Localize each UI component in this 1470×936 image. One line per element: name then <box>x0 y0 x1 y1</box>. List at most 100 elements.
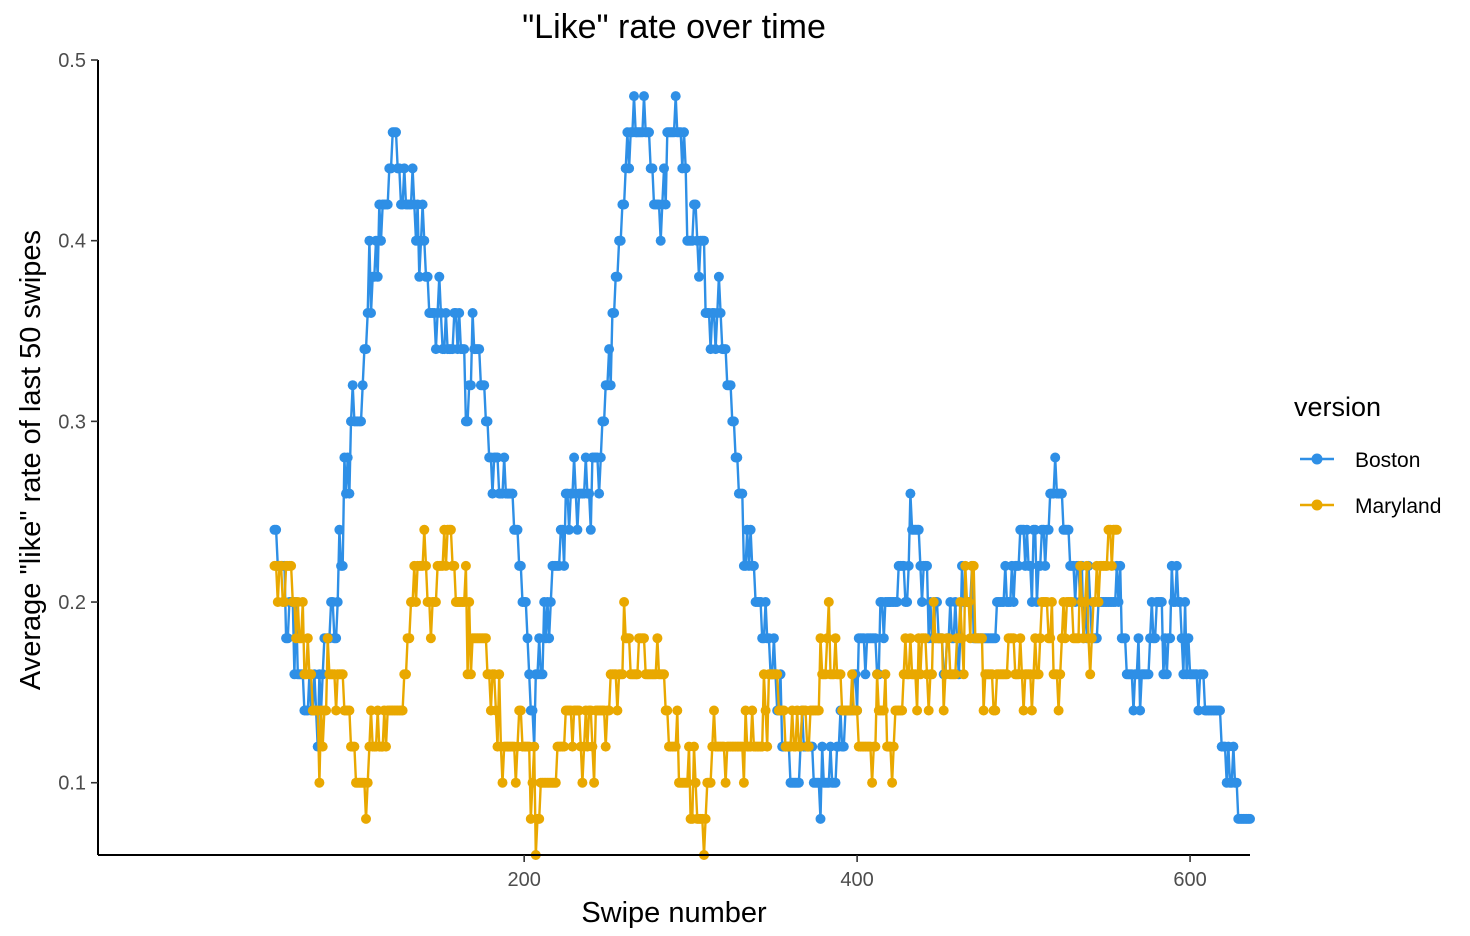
data-point <box>738 777 749 788</box>
data-point <box>332 597 343 607</box>
data-point <box>419 235 430 246</box>
data-point <box>927 669 937 680</box>
data-point <box>331 633 342 644</box>
data-point <box>559 741 570 752</box>
data-point <box>835 669 846 680</box>
data-point <box>1135 705 1146 716</box>
data-point <box>632 669 643 680</box>
data-point <box>878 633 889 644</box>
legend-key-point <box>1311 453 1323 465</box>
data-point <box>347 380 358 391</box>
data-point <box>599 416 610 427</box>
data-point <box>1015 633 1026 644</box>
data-point <box>361 344 371 355</box>
data-point <box>732 452 743 463</box>
data-point <box>479 380 490 391</box>
data-point <box>1081 560 1092 571</box>
data-point <box>903 560 914 571</box>
data-point <box>376 235 386 246</box>
data-point <box>737 488 748 499</box>
data-point <box>887 777 898 788</box>
data-point <box>745 524 756 535</box>
data-point <box>838 741 849 752</box>
data-point <box>680 163 691 174</box>
data-point <box>1063 524 1074 535</box>
data-point <box>490 705 501 716</box>
data-point <box>357 380 368 391</box>
data-point <box>892 597 903 607</box>
data-point <box>1043 524 1054 535</box>
data-point <box>279 597 290 607</box>
data-point <box>624 633 635 644</box>
data-point <box>440 308 451 318</box>
x-tick-label: 400 <box>840 869 873 891</box>
data-point <box>823 597 834 607</box>
data-point <box>813 705 824 716</box>
data-point <box>659 669 669 680</box>
data-point <box>1001 669 1012 680</box>
data-point <box>938 705 949 716</box>
data-point <box>870 741 881 752</box>
data-point <box>595 452 606 463</box>
data-point <box>647 163 658 174</box>
data-point <box>725 380 736 391</box>
data-point <box>852 705 863 716</box>
data-point <box>958 669 969 680</box>
data-point <box>1046 597 1057 607</box>
data-point <box>609 308 620 318</box>
data-point <box>527 705 538 716</box>
data-point <box>1056 488 1067 499</box>
data-point <box>1008 597 1019 607</box>
data-point <box>604 344 615 355</box>
data-point <box>564 524 575 535</box>
data-point <box>372 271 383 282</box>
legend: version Boston Maryland <box>1294 392 1441 518</box>
data-point <box>411 597 421 607</box>
data-point <box>822 633 833 644</box>
data-point <box>694 271 704 282</box>
data-point <box>682 777 693 788</box>
data-point <box>639 633 649 644</box>
data-point <box>905 633 916 644</box>
data-point <box>545 597 556 607</box>
data-point <box>872 669 883 680</box>
data-point <box>537 669 548 680</box>
data-point <box>615 235 626 246</box>
data-point <box>322 633 333 644</box>
data-point <box>430 597 441 607</box>
data-point <box>659 163 669 174</box>
data-point <box>349 741 360 752</box>
data-point <box>624 163 635 174</box>
data-point <box>977 633 987 644</box>
data-point <box>497 777 508 788</box>
data-point <box>1111 524 1122 535</box>
data-point <box>689 741 699 752</box>
data-point <box>1055 669 1066 680</box>
data-point <box>314 777 325 788</box>
data-point <box>407 163 418 174</box>
data-point <box>527 777 538 788</box>
data-point <box>629 91 639 102</box>
data-point <box>494 669 505 680</box>
data-point <box>830 777 841 788</box>
chart-title: "Like" rate over time <box>522 8 826 46</box>
data-point <box>1050 452 1061 463</box>
data-point <box>510 777 521 788</box>
data-point <box>399 163 410 174</box>
data-point <box>619 597 630 607</box>
data-point <box>474 344 485 355</box>
data-point <box>860 669 871 680</box>
legend-title: version <box>1294 392 1381 422</box>
data-point <box>793 777 804 788</box>
legend-item: Maryland <box>1300 495 1441 518</box>
data-point <box>968 560 979 571</box>
data-point <box>917 597 927 607</box>
data-point <box>679 127 689 138</box>
data-point <box>544 633 555 644</box>
data-point <box>1045 633 1056 644</box>
y-axis-ticks: 0.1 0.2 0.3 0.4 0.5 <box>58 50 98 795</box>
data-point <box>612 271 623 282</box>
data-point <box>337 669 348 680</box>
data-point <box>480 633 491 644</box>
